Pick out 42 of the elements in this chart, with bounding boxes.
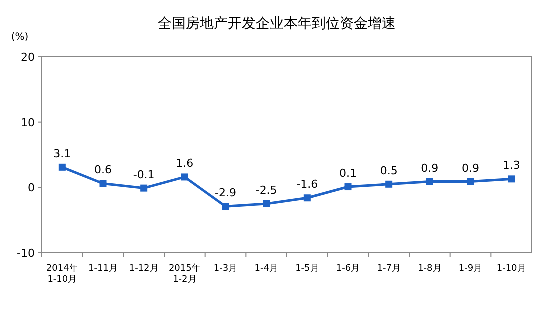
point [467,178,474,186]
y-tick-label: 10 [21,116,35,130]
point [222,203,230,210]
x-tick-label: 1-6月 [336,264,360,274]
data-label: -2.9 [215,186,236,200]
y-tick-label: 0 [28,182,35,195]
data-label: 0.9 [421,162,439,175]
data-label: -1.6 [296,178,318,192]
point [263,200,270,208]
x-tick-label: 1-12月 [129,264,159,274]
x-tick-label: 1-3月 [214,264,238,274]
y-axis-title: (%) [11,32,29,43]
x-tick-label: 1-5月 [296,264,320,274]
x-tick-label: 2015年 1-2月 [168,263,201,285]
data-label: 0.9 [462,162,480,175]
data-label: -2.5 [256,184,278,197]
data-label: 0.5 [380,164,398,178]
x-tick-label: 1-4月 [254,264,278,274]
data-label: 1.6 [176,157,194,170]
data-label: 0.1 [340,167,357,180]
data-label: -0.1 [133,168,155,182]
x-tick-label: 1-10月 [496,264,526,274]
y-tick-label: -10 [17,247,35,260]
point [344,184,352,191]
x-tick-label: 1-9月 [458,264,483,274]
point [58,164,66,171]
x-tick-label: 1-11月 [88,264,118,274]
point [508,176,516,183]
data-label: 3.1 [54,147,72,160]
x-tick-label: 1-8月 [418,264,442,274]
point [100,180,107,188]
data-label: 1.3 [502,159,520,172]
point [304,194,311,202]
x-tick-label: 2014年 1-10月 [46,263,78,285]
x-tick-label: 1-7月 [377,264,401,274]
y-tick-label: 20 [21,51,35,64]
point [426,178,434,186]
data-label: 0.6 [94,164,112,177]
point [140,184,148,192]
chart-title: 全国房地产开发企业本年到位资金增速 [158,16,396,32]
point [181,174,188,181]
point [386,180,393,188]
